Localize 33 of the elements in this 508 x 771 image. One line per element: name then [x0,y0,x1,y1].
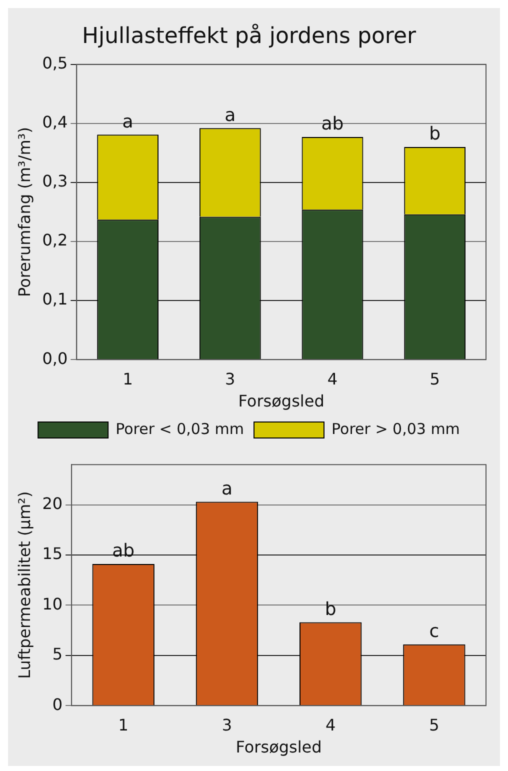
annotation: c [429,621,440,642]
y-tick-label: 0,5 [42,54,68,73]
y-tick-label: 20 [42,494,63,513]
y-tick-label: 15 [42,544,63,564]
annotation: a [224,104,236,126]
y-tick-label: 0,3 [42,172,68,191]
x-tick-label: 5 [429,715,440,734]
x-tick-label: 4 [325,715,336,734]
x-tick-label: 1 [122,369,133,388]
y-tick-label: 10 [42,594,63,614]
y-tick-label: 0,1 [42,290,68,309]
annotation: ab [321,114,344,135]
x-axis-title: Forsøgsled [236,738,322,757]
x-tick-label: 5 [430,369,440,388]
legend-label: Porer < 0,03 mm [116,420,244,438]
x-tick-label: 3 [222,715,232,734]
annotation: b [429,124,441,145]
y-tick-label: 5 [52,644,63,664]
y-axis-title: Porerumfang (m³/m³) [14,127,34,297]
y-tick-label: 0,0 [42,348,68,368]
annotation: b [324,598,336,620]
y-axis-title: Luftpermeabilitet (µm²) [14,491,34,679]
x-tick-label: 1 [118,715,128,734]
annotation: a [221,478,232,500]
y-tick-label: 0,2 [42,230,68,250]
x-tick-label: 4 [327,369,338,388]
legend-label: Porer > 0,03 mm [332,420,460,438]
chart-title: Hjullasteffekt på jordens porer [82,22,418,49]
annotation: a [122,111,134,132]
y-tick-label: 0 [52,694,63,714]
y-tick-label: 0,4 [42,112,68,132]
x-axis-title: Forsøgsled [238,392,324,411]
x-tick-label: 3 [225,369,236,388]
